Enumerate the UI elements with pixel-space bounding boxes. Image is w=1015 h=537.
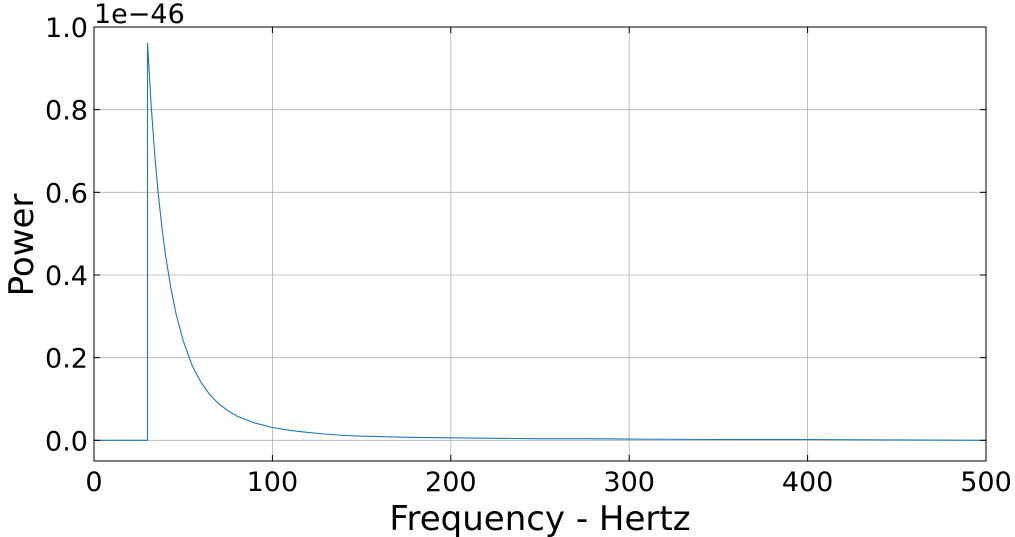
y-tick-label: 1.0 xyxy=(45,13,88,44)
x-tick-label: 500 xyxy=(960,467,1012,498)
plot-frame xyxy=(93,26,987,462)
ticks xyxy=(93,26,987,461)
series-layer xyxy=(94,42,987,441)
x-tick-label: 300 xyxy=(603,467,655,498)
y-axis-title: Power xyxy=(2,194,42,297)
x-tick-label: 100 xyxy=(247,467,299,498)
y-tick-label: 0.4 xyxy=(45,261,88,292)
tick-labels: 0 100 200 300 400 500 0.0 0.2 0.4 0.6 0.8 1.0 xyxy=(45,13,1012,498)
grid xyxy=(93,26,987,461)
x-tick-label: 400 xyxy=(782,467,834,498)
y-tick-label: 0.6 xyxy=(45,178,88,209)
power-series-line xyxy=(94,42,987,441)
x-axis-title: Frequency - Hertz xyxy=(389,499,690,537)
y-tick-label: 0.0 xyxy=(45,426,88,457)
y-tick-label: 0.8 xyxy=(45,96,88,127)
y-tick-label: 0.2 xyxy=(45,344,88,375)
y-axis-offset-label: 1e−46 xyxy=(94,0,185,30)
x-tick-label: 200 xyxy=(425,467,477,498)
x-tick-label: 0 xyxy=(85,467,102,498)
